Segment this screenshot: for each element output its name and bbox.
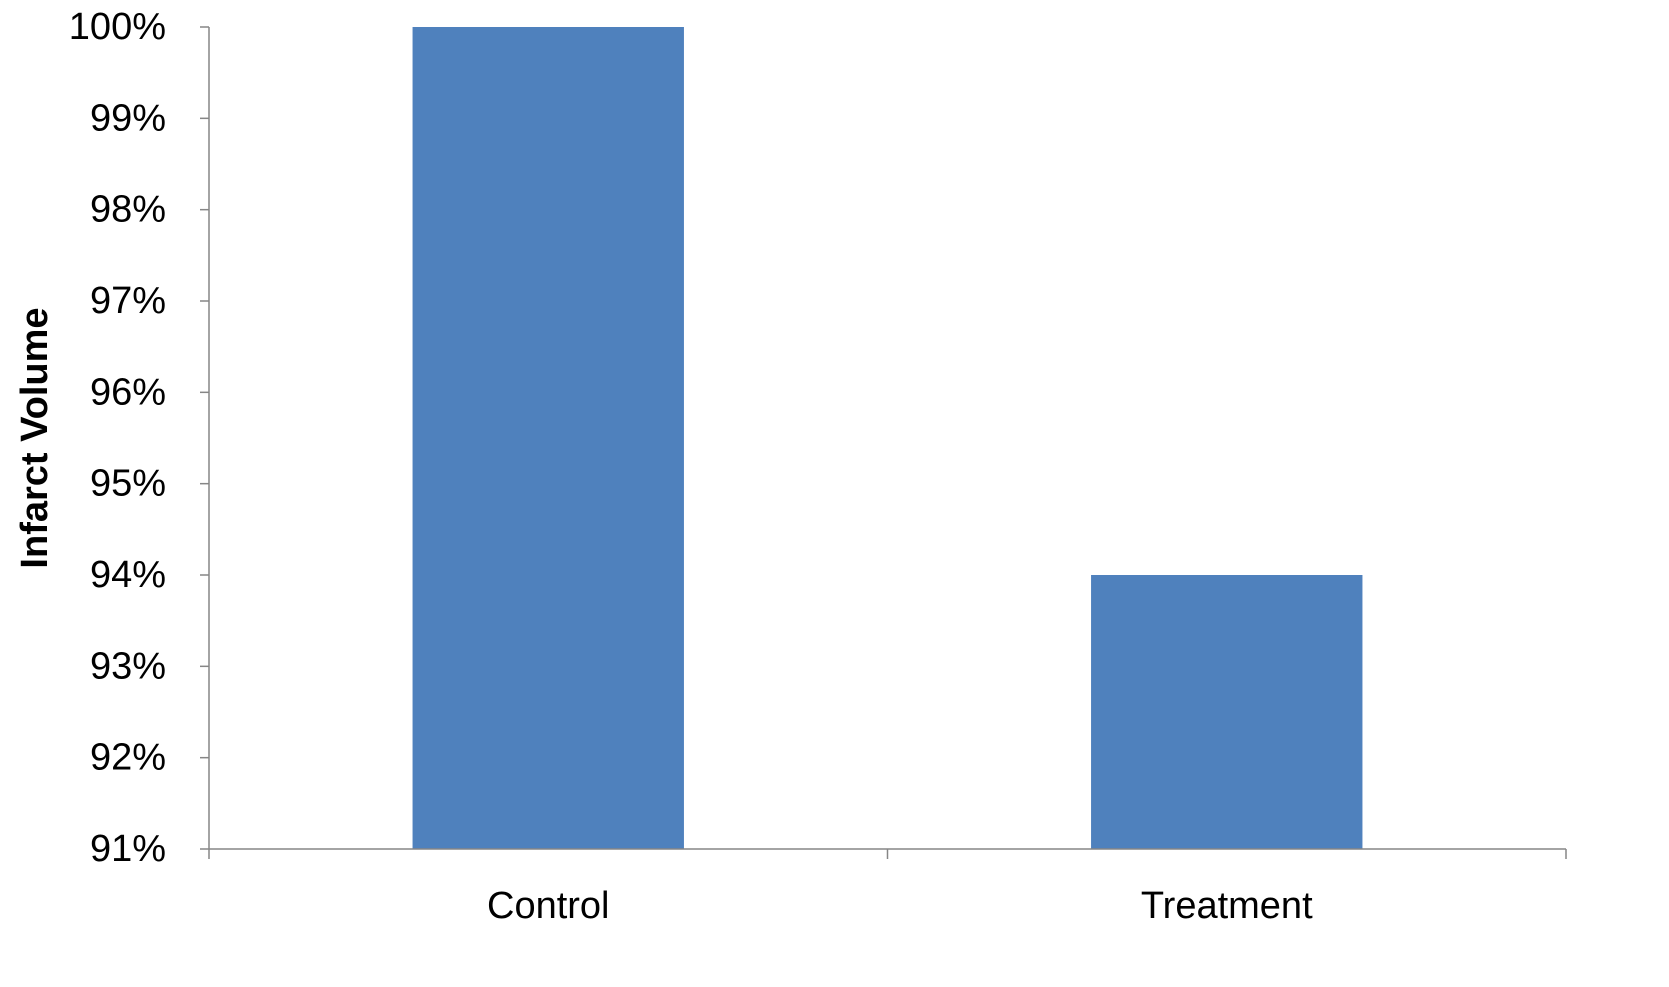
bars-layer [412, 27, 1363, 849]
x-tick-label: Treatment [1141, 885, 1313, 927]
y-tick-label: 98% [90, 189, 166, 231]
y-tick-label: 92% [90, 737, 166, 779]
x-tick-label: Control [487, 885, 610, 927]
y-tick-label: 91% [90, 828, 166, 870]
x-ticks: Control Treatment [208, 849, 1567, 927]
y-axis-title: Infarct Volume [14, 307, 56, 568]
y-tick-label: 94% [90, 554, 166, 596]
y-ticks: 91% 92% 93% 94% 95% 96% 97% 98% 99% 100% [69, 6, 209, 870]
bar-control [412, 27, 684, 849]
y-tick-label: 95% [90, 463, 166, 505]
bar-treatment [1091, 575, 1363, 849]
y-tick-label: 100% [69, 6, 166, 48]
y-tick-label: 97% [90, 280, 166, 322]
y-tick-label: 96% [90, 371, 166, 413]
y-tick-label: 99% [90, 97, 166, 139]
y-tick-label: 93% [90, 645, 166, 687]
